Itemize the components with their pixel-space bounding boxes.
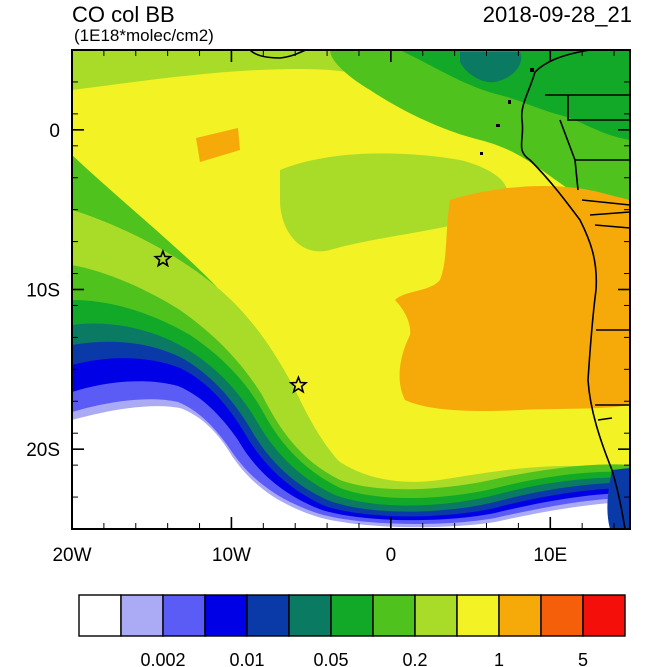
colorbar-box (204, 594, 248, 637)
star-marker-2 (288, 375, 309, 394)
colorbar: 0.002 0.01 0.05 0.2 1 5 (78, 594, 626, 667)
x-tick-label: 10W (212, 545, 251, 566)
colorbar-box (498, 594, 542, 637)
colorbar-box (330, 594, 374, 637)
colorbar-box (414, 594, 458, 637)
y-tick-label: 0 (49, 121, 60, 142)
colorbar-label: 5 (578, 650, 588, 667)
x-axis: 20W 10W 0 10E (52, 50, 567, 566)
markers (153, 248, 309, 394)
colorbar-box (288, 594, 332, 637)
y-tick-label: 10S (26, 281, 60, 302)
colorbar-label: 0.01 (229, 650, 264, 667)
y-axis: 0 10S 20S (26, 121, 630, 461)
colorbar-box (540, 594, 584, 637)
colorbar-box (372, 594, 416, 637)
colorbar-box (162, 594, 206, 637)
colorbar-label: 0.2 (402, 650, 427, 667)
colorbar-box (78, 594, 122, 637)
colorbar-label: 0.05 (313, 650, 348, 667)
colorbar-label: 0.002 (140, 650, 185, 667)
colorbar-box (120, 594, 164, 637)
colorbar-box (456, 594, 500, 637)
coastline (249, 50, 630, 529)
y-tick-label: 20S (26, 440, 60, 461)
x-tick-label: 10E (533, 545, 567, 566)
star-marker-1 (153, 248, 173, 268)
colorbar-label: 1 (494, 650, 504, 667)
colorbar-box (246, 594, 290, 637)
x-tick-label: 20W (52, 545, 91, 566)
minor-ticks (71, 49, 630, 530)
co-field (72, 50, 630, 529)
datetime-label: 2018-09-28_21 (482, 2, 632, 27)
map-title: CO col BB (72, 2, 175, 27)
units-label: (1E18*molec/cm2) (74, 26, 214, 45)
x-tick-label: 0 (386, 545, 397, 566)
colorbar-box (582, 594, 626, 637)
